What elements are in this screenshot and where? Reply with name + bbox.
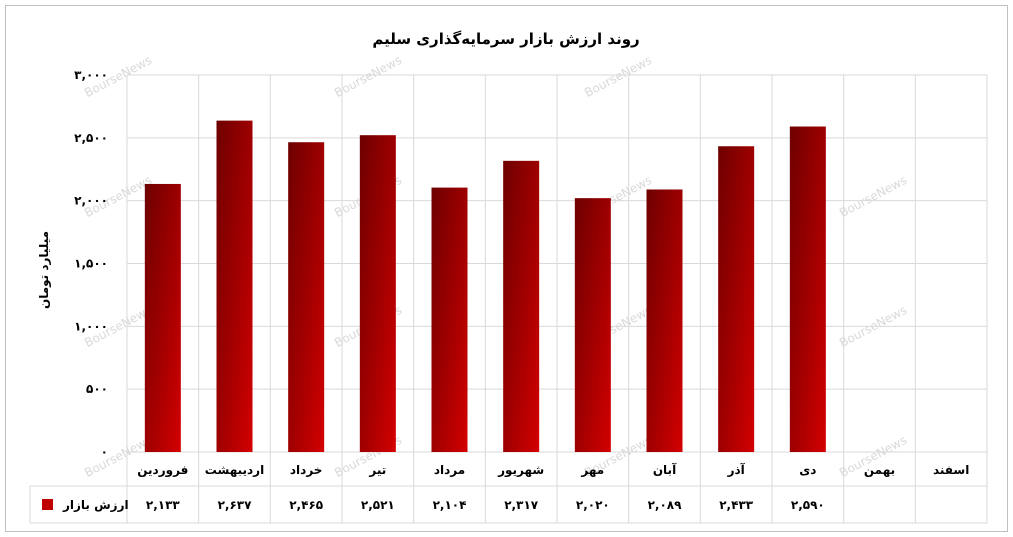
watermark-text: BourseNews (332, 53, 404, 100)
legend-swatch (42, 499, 53, 510)
legend-label: ارزش بازار (62, 498, 129, 512)
y-tick-label: ۵۰۰ (86, 382, 108, 396)
y-tick-label: ۳,۰۰۰ (74, 68, 108, 82)
data-label: ۲,۱۳۳ (146, 498, 181, 512)
bars (144, 120, 826, 453)
data-label: ۲,۵۹۰ (791, 498, 825, 512)
x-tick-label: خرداد (290, 463, 323, 477)
data-label: ۲,۴۳۳ (719, 498, 754, 512)
y-tick-label: ۱,۵۰۰ (74, 257, 108, 271)
x-tick-label: آذر (727, 462, 746, 477)
watermark-text: BourseNews (837, 173, 909, 220)
y-tick-label: ۲,۰۰۰ (74, 194, 108, 208)
chart-title: روند ارزش بازار سرمایه‌گذاری سلیم (372, 30, 639, 48)
bar (718, 146, 755, 453)
x-tick-label: مرداد (434, 463, 465, 477)
data-label: ۲,۱۰۴ (433, 498, 467, 512)
x-tick-label: شهریور (497, 463, 544, 478)
y-tick-labels: ۰ ۵۰۰ ۱,۰۰۰ ۱,۵۰۰ ۲,۰۰۰ ۲,۵۰۰ ۳,۰۰۰ (74, 68, 108, 459)
x-tick-label: تیر (368, 463, 386, 477)
x-tick-label: آبان (653, 462, 677, 477)
x-tick-label: فروردین (137, 463, 188, 478)
y-axis-label: میلیارد تومان (37, 231, 52, 309)
bar (359, 135, 396, 452)
bar (144, 183, 181, 452)
y-tick-label: ۲,۵۰۰ (74, 131, 108, 145)
bar (789, 126, 826, 453)
x-tick-label: بهمن (864, 463, 895, 477)
data-label: ۲,۳۱۷ (504, 498, 539, 512)
y-tick-label: ۰ (101, 445, 108, 459)
bar (503, 160, 540, 453)
data-label: ۲,۰۸۹ (648, 498, 683, 512)
data-table: ارزش بازار فروردین ۲,۱۳۳ اردیبهشت ۲,۶۳۷ خرداد… (29, 462, 987, 524)
bar (216, 120, 253, 452)
watermark-text: BourseNews (582, 53, 654, 100)
y-tick-label: ۱,۰۰۰ (74, 319, 108, 333)
bar (288, 142, 325, 452)
x-tick-label: اردیبهشت (205, 463, 264, 477)
grid-lines (126, 74, 988, 523)
x-tick-label: دی (799, 463, 816, 477)
bar (431, 187, 468, 452)
x-tick-label: اسفند (933, 463, 969, 477)
data-label: ۲,۰۲۰ (576, 498, 610, 512)
data-label: ۲,۵۲۱ (361, 498, 395, 512)
data-label: ۲,۶۳۷ (218, 498, 253, 512)
bar (574, 198, 611, 452)
bar (646, 189, 683, 452)
watermark-layer: BourseNews BourseNews BourseNewsBourseNews… (82, 53, 909, 480)
data-label: ۲,۴۶۵ (289, 498, 323, 512)
x-tick-label: مهر (580, 463, 604, 477)
